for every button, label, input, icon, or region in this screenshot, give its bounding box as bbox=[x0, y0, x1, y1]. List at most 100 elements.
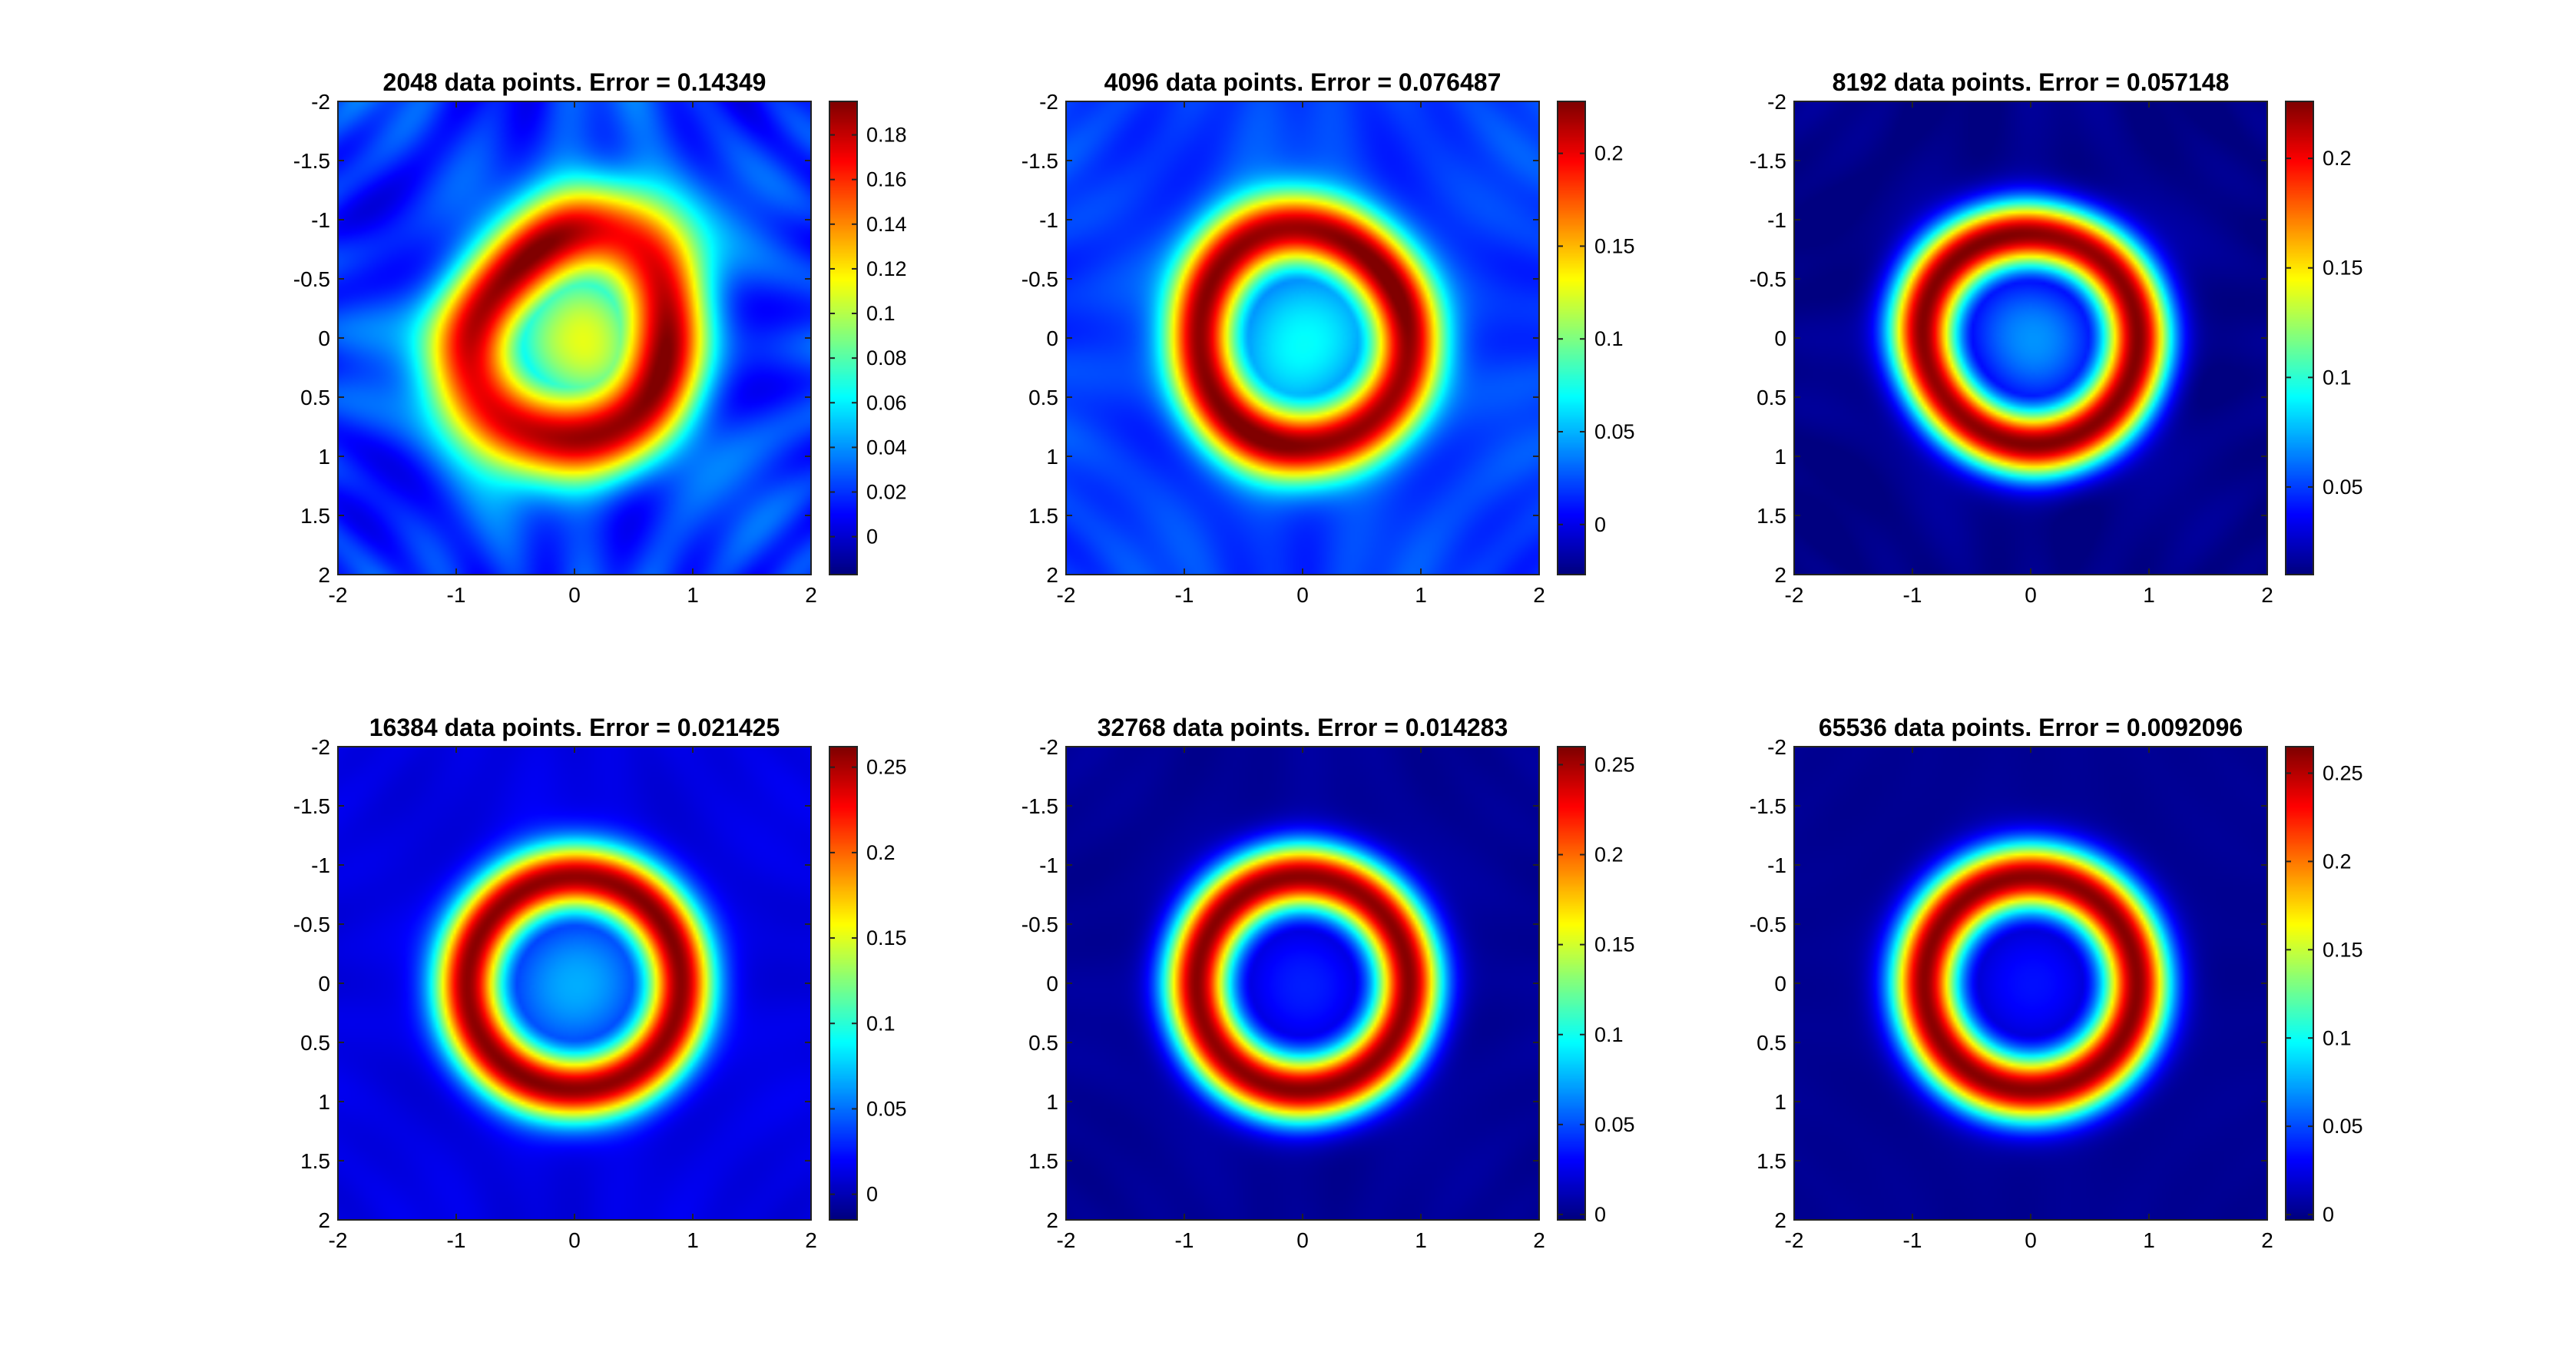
x-tick-label: 2 bbox=[805, 1228, 817, 1252]
colorbar-tick-label: 0.1 bbox=[1594, 1023, 1624, 1046]
y-tick-label: -2 bbox=[311, 735, 330, 759]
y-tick-label: 2 bbox=[318, 1208, 330, 1232]
x-axis-ticks: -2 -1 0 1 2 bbox=[329, 747, 817, 1252]
y-axis-ticks: -2 -1.5 -1 -0.5 0 0.5 1 1.5 2 bbox=[1750, 735, 2267, 1232]
x-tick-label: -2 bbox=[329, 1228, 348, 1252]
colorbar-tick-label: 0.25 bbox=[2323, 761, 2363, 784]
panel-title: 2048 data points. Error = 0.14349 bbox=[383, 68, 767, 96]
y-tick-label: 0 bbox=[318, 326, 330, 350]
y-tick-label: 2 bbox=[318, 563, 330, 587]
colorbar-frame bbox=[2285, 746, 2314, 1221]
y-tick-label: 1.5 bbox=[1028, 1149, 1058, 1173]
x-tick-label: -1 bbox=[1903, 1228, 1922, 1252]
x-tick-label: -1 bbox=[1175, 583, 1194, 607]
heatmap-panel-6: 65536 data points. Error = 0.0092096 -2-… bbox=[1750, 714, 2363, 1252]
x-tick-label: 1 bbox=[2143, 1228, 2155, 1252]
colorbar-tick-label: 0.18 bbox=[866, 124, 907, 147]
colorbar-ticks: 0 0.02 0.04 0.06 0.08 0.1 0.12 0.14 0.16 0.18 bbox=[829, 124, 907, 548]
colorbar-tick-label: 0.14 bbox=[866, 213, 907, 236]
colorbar-tick-label: 0.1 bbox=[866, 302, 896, 325]
heatmap-image bbox=[1066, 101, 1539, 575]
y-tick-label: 0 bbox=[1774, 972, 1786, 996]
colorbar-tick-label: 0.15 bbox=[1594, 234, 1635, 257]
colorbar-ticks: 0 0.05 0.1 0.15 0.2 bbox=[1558, 142, 1635, 536]
y-tick-label: -1 bbox=[1767, 208, 1786, 232]
colorbar-tick-label: 0.12 bbox=[866, 257, 907, 280]
x-axis-ticks: -2 -1 0 1 2 bbox=[329, 101, 817, 607]
colorbar-frame bbox=[829, 101, 858, 575]
y-axis-ticks: -2 -1.5 -1 -0.5 0 0.5 1 1.5 2 bbox=[1021, 90, 1539, 587]
x-tick-label: 0 bbox=[1296, 1228, 1309, 1252]
y-tick-label: 1 bbox=[1774, 1090, 1786, 1114]
colorbar-ticks: 0 0.05 0.1 0.15 0.2 0.25 bbox=[2286, 761, 2363, 1226]
colorbar-tick-label: 0.06 bbox=[866, 391, 907, 414]
colorbar-tick-label: 0 bbox=[866, 525, 878, 548]
x-tick-label: 0 bbox=[568, 1228, 581, 1252]
colorbar-tick-label: 0.05 bbox=[1594, 1113, 1635, 1136]
x-tick-label: 1 bbox=[687, 583, 699, 607]
y-tick-label: 0 bbox=[1046, 326, 1058, 350]
colorbar-tick-label: 0 bbox=[866, 1183, 878, 1206]
colorbar-tick-label: 0.15 bbox=[1594, 933, 1635, 956]
y-tick-label: 0.5 bbox=[1028, 386, 1058, 409]
heatmap-image bbox=[1794, 101, 2267, 575]
colorbar-tick-label: 0.1 bbox=[2323, 1026, 2352, 1049]
y-tick-label: -1.5 bbox=[1021, 149, 1058, 173]
colorbar-tick-label: 0.15 bbox=[2323, 257, 2363, 280]
y-tick-label: 1 bbox=[1774, 445, 1786, 469]
colorbar-gradient bbox=[829, 747, 857, 1220]
x-tick-label: -1 bbox=[447, 583, 466, 607]
x-tick-label: -2 bbox=[1057, 583, 1076, 607]
colorbar-tick-label: 0.25 bbox=[1594, 753, 1635, 776]
x-tick-label: -2 bbox=[1057, 1228, 1076, 1252]
x-tick-label: 2 bbox=[2261, 1228, 2273, 1252]
colorbar-gradient bbox=[2286, 747, 2313, 1220]
colorbar-tick-label: 0.02 bbox=[866, 480, 907, 503]
y-tick-label: 0.5 bbox=[300, 1031, 330, 1055]
y-tick-label: -2 bbox=[1039, 90, 1058, 114]
x-tick-label: -1 bbox=[1903, 583, 1922, 607]
y-tick-label: -0.5 bbox=[1750, 267, 1786, 291]
y-tick-label: -2 bbox=[1767, 735, 1786, 759]
y-tick-label: -1 bbox=[1039, 208, 1058, 232]
x-tick-label: 0 bbox=[1296, 583, 1309, 607]
colorbar-frame bbox=[1557, 746, 1586, 1221]
y-tick-label: 1 bbox=[1046, 1090, 1058, 1114]
y-tick-label: -2 bbox=[1767, 90, 1786, 114]
x-tick-label: -1 bbox=[1175, 1228, 1194, 1252]
colorbar-tick-label: 0.08 bbox=[866, 346, 907, 369]
colorbar-tick-label: 0.2 bbox=[1594, 142, 1624, 165]
x-tick-label: 2 bbox=[1533, 583, 1545, 607]
heatmap-image bbox=[338, 101, 811, 575]
colorbar-tick-label: 0.2 bbox=[2323, 147, 2352, 170]
colorbar-tick-label: 0.1 bbox=[866, 1012, 896, 1035]
colorbar-tick-label: 0.25 bbox=[866, 756, 907, 779]
colorbar-gradient bbox=[1558, 747, 1585, 1220]
heatmap-image bbox=[1066, 747, 1539, 1220]
y-tick-label: 0.5 bbox=[1757, 386, 1786, 409]
y-tick-label: 1 bbox=[318, 1090, 330, 1114]
x-axis-ticks: -2 -1 0 1 2 bbox=[1785, 747, 2273, 1252]
colorbar-tick-label: 0.1 bbox=[2323, 366, 2352, 389]
y-tick-label: -1 bbox=[311, 208, 330, 232]
panel-title: 16384 data points. Error = 0.021425 bbox=[369, 714, 780, 741]
heatmap-panel-5: 32768 data points. Error = 0.014283 -2 -1… bbox=[1021, 714, 1635, 1252]
y-tick-label: -0.5 bbox=[1021, 913, 1058, 936]
y-tick-label: -0.5 bbox=[1750, 913, 1786, 936]
y-tick-label: -0.5 bbox=[293, 913, 330, 936]
y-tick-label: -1 bbox=[1039, 853, 1058, 877]
x-axis-ticks: -2 -1 0 1 2 bbox=[1057, 101, 1545, 607]
y-tick-label: -0.5 bbox=[1021, 267, 1058, 291]
x-tick-label: 1 bbox=[687, 1228, 699, 1252]
colorbar-ticks: 0.05 0.1 0.15 0.2 bbox=[2286, 147, 2363, 499]
x-tick-label: 2 bbox=[805, 583, 817, 607]
y-tick-label: 2 bbox=[1774, 563, 1786, 587]
y-tick-label: 0.5 bbox=[300, 386, 330, 409]
colorbar-tick-label: 0.05 bbox=[2323, 476, 2363, 499]
colorbar-gradient bbox=[2286, 101, 2313, 575]
x-tick-label: 2 bbox=[1533, 1228, 1545, 1252]
colorbar-tick-label: 0.15 bbox=[2323, 938, 2363, 961]
y-tick-label: 2 bbox=[1046, 1208, 1058, 1232]
y-tick-label: 1 bbox=[318, 445, 330, 469]
colorbar-frame bbox=[1557, 101, 1586, 575]
